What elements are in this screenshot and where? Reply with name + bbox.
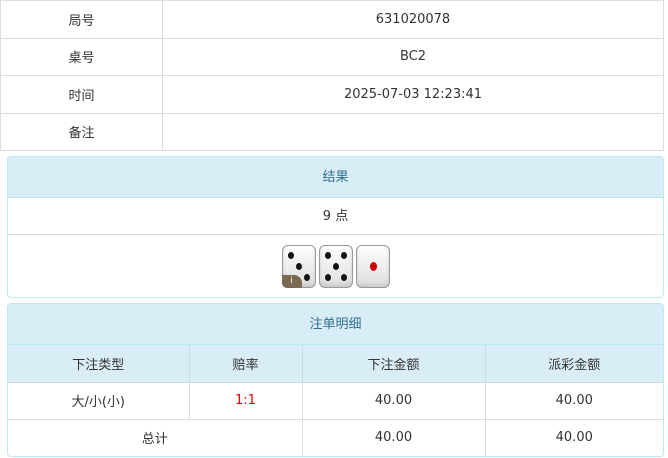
bet-detail-title: 注单明细 xyxy=(8,304,663,345)
bet-type: 大/小(小) xyxy=(8,381,190,420)
bet-odds: 1:1 xyxy=(188,381,303,420)
info-value xyxy=(162,112,664,151)
total-row: 总计 40.00 40.00 xyxy=(8,418,663,456)
die-3-icon: i xyxy=(281,244,316,288)
info-value: 631020078 xyxy=(162,0,664,39)
info-badge-icon[interactable]: i xyxy=(281,274,302,288)
result-title: 结果 xyxy=(8,157,663,198)
col-bet-type: 下注类型 xyxy=(8,345,190,383)
col-bet-amount: 下注金额 xyxy=(301,345,486,383)
total-label: 总计 xyxy=(8,418,303,456)
col-odds: 赔率 xyxy=(188,345,303,383)
info-label: 备注 xyxy=(0,112,163,151)
info-label: 局号 xyxy=(0,0,163,39)
info-row-table: 桌号 BC2 xyxy=(0,37,664,76)
info-row-note: 备注 xyxy=(0,112,664,151)
bet-header-row: 下注类型 赔率 下注金额 派彩金额 xyxy=(8,345,663,383)
table-row: 大/小(小) 1:1 40.00 40.00 xyxy=(8,381,663,420)
die-5-icon xyxy=(318,244,353,288)
info-value: BC2 xyxy=(162,37,664,76)
col-payout: 派彩金额 xyxy=(484,345,663,383)
bet-detail-panel: 注单明细 下注类型 赔率 下注金额 派彩金额 大/小(小) 1:1 40.00 … xyxy=(7,303,664,457)
bet-payout: 40.00 xyxy=(484,381,663,420)
result-points: 9 点 xyxy=(8,198,663,235)
info-row-time: 时间 2025-07-03 12:23:41 xyxy=(0,75,664,114)
bet-table: 下注类型 赔率 下注金额 派彩金额 大/小(小) 1:1 40.00 40.00… xyxy=(8,345,663,456)
result-panel: 结果 9 点 i xyxy=(7,156,664,298)
info-row-round: 局号 631020078 xyxy=(0,0,664,39)
total-amount: 40.00 xyxy=(301,418,486,456)
info-value: 2025-07-03 12:23:41 xyxy=(162,75,664,114)
bet-amount: 40.00 xyxy=(301,381,486,420)
total-payout: 40.00 xyxy=(484,418,663,456)
dice-row: i xyxy=(8,235,663,297)
info-label: 时间 xyxy=(0,75,163,114)
die-1-icon xyxy=(355,244,390,288)
round-info-table: 局号 631020078 桌号 BC2 时间 2025-07-03 12:23:41 … xyxy=(0,0,664,151)
info-label: 桌号 xyxy=(0,37,163,76)
